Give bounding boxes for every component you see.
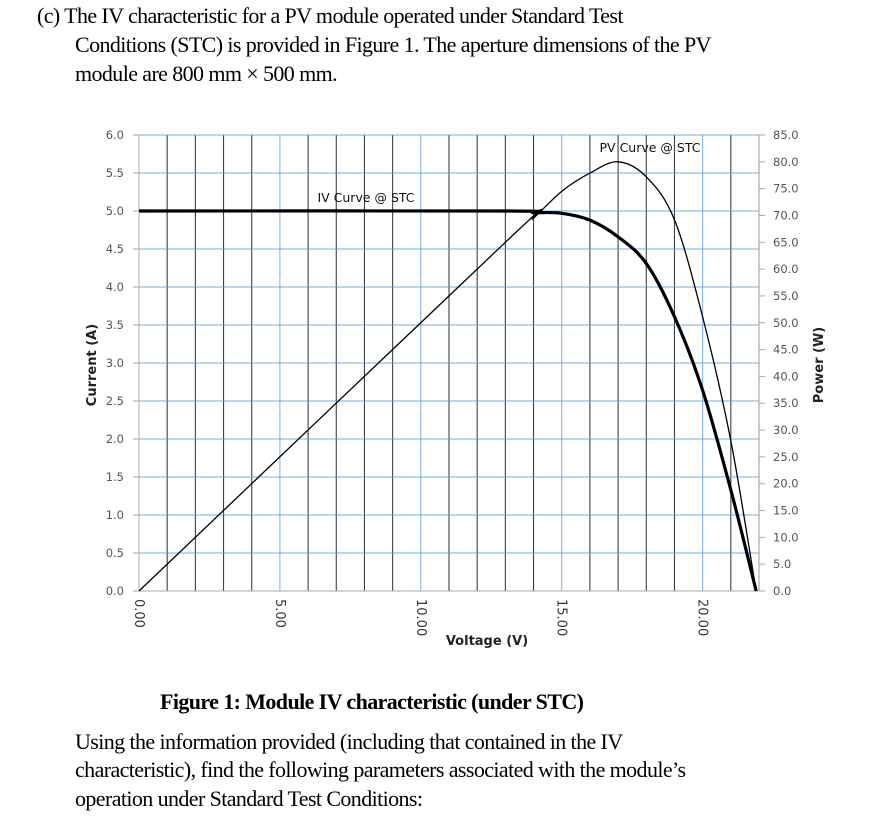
y-tick-label: 0.0 bbox=[106, 584, 124, 598]
y2-tick-label: 35.0 bbox=[773, 396, 799, 410]
question-line-2: Conditions (STC) is provided in Figure 1… bbox=[75, 32, 712, 57]
followup-line-1: Using the information provided (includin… bbox=[75, 729, 623, 754]
y-tick-label: 5.0 bbox=[106, 204, 124, 218]
y-tick-label: 3.0 bbox=[106, 356, 124, 370]
y2-tick-label: 60.0 bbox=[773, 262, 799, 276]
pv-curve-label: PV Curve @ STC bbox=[600, 140, 701, 155]
y-tick-label: 1.5 bbox=[106, 470, 124, 484]
figure-caption: Figure 1: Module IV characteristic (unde… bbox=[160, 689, 584, 714]
y2-tick-label: 50.0 bbox=[773, 316, 799, 330]
x-tick-label: 15.00 bbox=[554, 599, 569, 636]
iv-pv-chart: 0.0 0.5 1.0 1.5 2.0 2.5 3.0 3.5 4.0 4.5 5.0 5.5 6.0 0… bbox=[85, 128, 827, 649]
iv-curve-line bbox=[138, 209, 758, 592]
followup-line-2: characteristic), find the following para… bbox=[75, 757, 686, 782]
y-tick-label: 2.0 bbox=[106, 432, 124, 446]
y2-tick-label: 10.0 bbox=[773, 530, 799, 544]
iv-curve-label: IV Curve @ STC bbox=[317, 190, 414, 205]
y2-tick-label: 75.0 bbox=[773, 182, 799, 196]
y-tick-label: 1.0 bbox=[106, 508, 124, 522]
y-tick-label: 3.5 bbox=[106, 318, 124, 332]
followup-line-3: operation under Standard Test Conditions… bbox=[75, 786, 423, 811]
y-tick-label: 6.0 bbox=[106, 128, 124, 142]
y2-tick-label: 80.0 bbox=[773, 155, 799, 169]
y2-tick-label: 40.0 bbox=[773, 369, 799, 383]
x-tick-label: 0.00 bbox=[131, 599, 146, 628]
question-line-1: (c) The IV characteristic for a PV modul… bbox=[37, 3, 624, 28]
y-tick-label: 0.5 bbox=[106, 546, 124, 560]
y2-tick-label: 30.0 bbox=[773, 423, 799, 437]
pv-curve-line bbox=[138, 161, 757, 592]
y-tick-label: 4.0 bbox=[106, 280, 124, 294]
y2-tick-label: 70.0 bbox=[773, 208, 799, 222]
y-axis-label: Current (A) bbox=[85, 324, 100, 406]
y2-tick-label: 25.0 bbox=[773, 450, 799, 464]
y2-axis-label: Power (W) bbox=[812, 327, 827, 403]
y-tick-label: 5.5 bbox=[106, 166, 124, 180]
y2-tick-label: 65.0 bbox=[773, 235, 799, 249]
x-axis-label: Voltage (V) bbox=[446, 634, 528, 649]
x-tick-label: 10.00 bbox=[413, 599, 428, 636]
y2-tick-label: 20.0 bbox=[773, 477, 799, 491]
y-tick-label: 2.5 bbox=[106, 394, 124, 408]
y2-tick-label: 45.0 bbox=[773, 343, 799, 357]
y2-tick-label: 0.0 bbox=[773, 584, 791, 598]
y2-tick-label: 15.0 bbox=[773, 504, 799, 518]
y2-tick-label: 85.0 bbox=[773, 128, 799, 142]
y2-tick-label: 55.0 bbox=[773, 289, 799, 303]
x-tick-label: 20.00 bbox=[695, 599, 710, 636]
y-tick-label: 4.5 bbox=[106, 242, 124, 256]
question-line-3: module are 800 mm × 500 mm. bbox=[75, 61, 338, 86]
x-tick-label: 5.00 bbox=[272, 599, 287, 628]
y2-tick-label: 5.0 bbox=[773, 557, 791, 571]
